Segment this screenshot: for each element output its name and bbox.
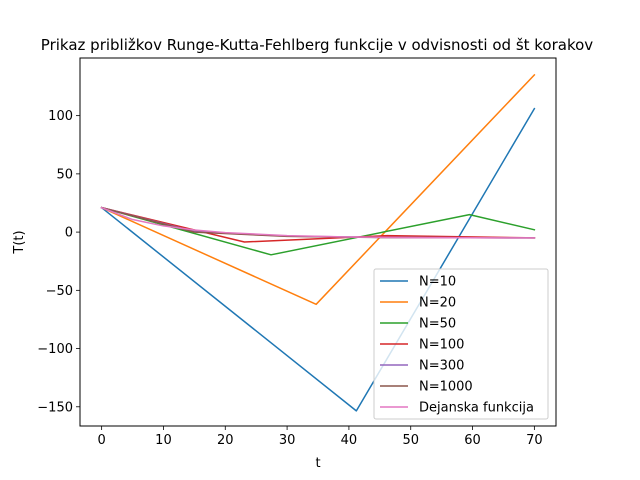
series-line-3 [100,206,536,243]
legend-items: N=10 N=20 N=50 N=100 N=300 N=1000 Dejanska fun… [380,275,534,416]
legend-label-4: N=300 [419,359,464,374]
y-axis-label: T(t) [12,230,27,254]
legend-label-3: N=100 [419,338,464,353]
y-tick-label: −150 [37,400,73,415]
legend: N=10 N=20 N=50 N=100 N=300 N=1000 Dejanska fun… [373,268,549,420]
legend-label-6: Dejanska funkcija [419,401,534,416]
chart-title: Prikaz približkov Runge-Kutta-Fehlberg f… [41,36,594,54]
y-tick-label: −100 [37,342,73,357]
legend-label-0: N=10 [419,275,456,290]
x-tick-label: 40 [341,433,358,448]
series-line-0 [100,107,536,412]
legend-label-5: N=1000 [419,380,473,395]
y-tick-label: −50 [46,284,73,299]
x-tick-label: 60 [464,433,481,448]
legend-label-2: N=50 [419,317,456,332]
series-layer [100,73,536,412]
x-tick-label: 10 [155,433,172,448]
plot-frame [79,57,557,427]
plot-area: 0 10 20 30 40 50 60 70 −150 −100 −50 0 50 100 [37,57,557,448]
x-tick-label: 50 [402,433,419,448]
y-tick-label: 50 [56,167,73,182]
y-tick-label: 0 [65,226,73,241]
legend-label-1: N=20 [419,296,456,311]
y-axis-ticks: −150 −100 −50 0 50 100 [37,109,80,415]
series-line-6 [100,206,536,239]
series-line-1 [100,73,536,306]
x-tick-label: 30 [279,433,296,448]
x-tick-label: 70 [526,433,543,448]
series-line-2 [100,206,536,256]
x-axis-ticks: 0 10 20 30 40 50 60 70 [97,426,543,448]
x-tick-label: 20 [217,433,234,448]
legend-box [373,268,549,420]
x-axis-label: t [315,456,320,471]
x-tick-label: 0 [97,433,105,448]
y-tick-label: 100 [48,109,73,124]
